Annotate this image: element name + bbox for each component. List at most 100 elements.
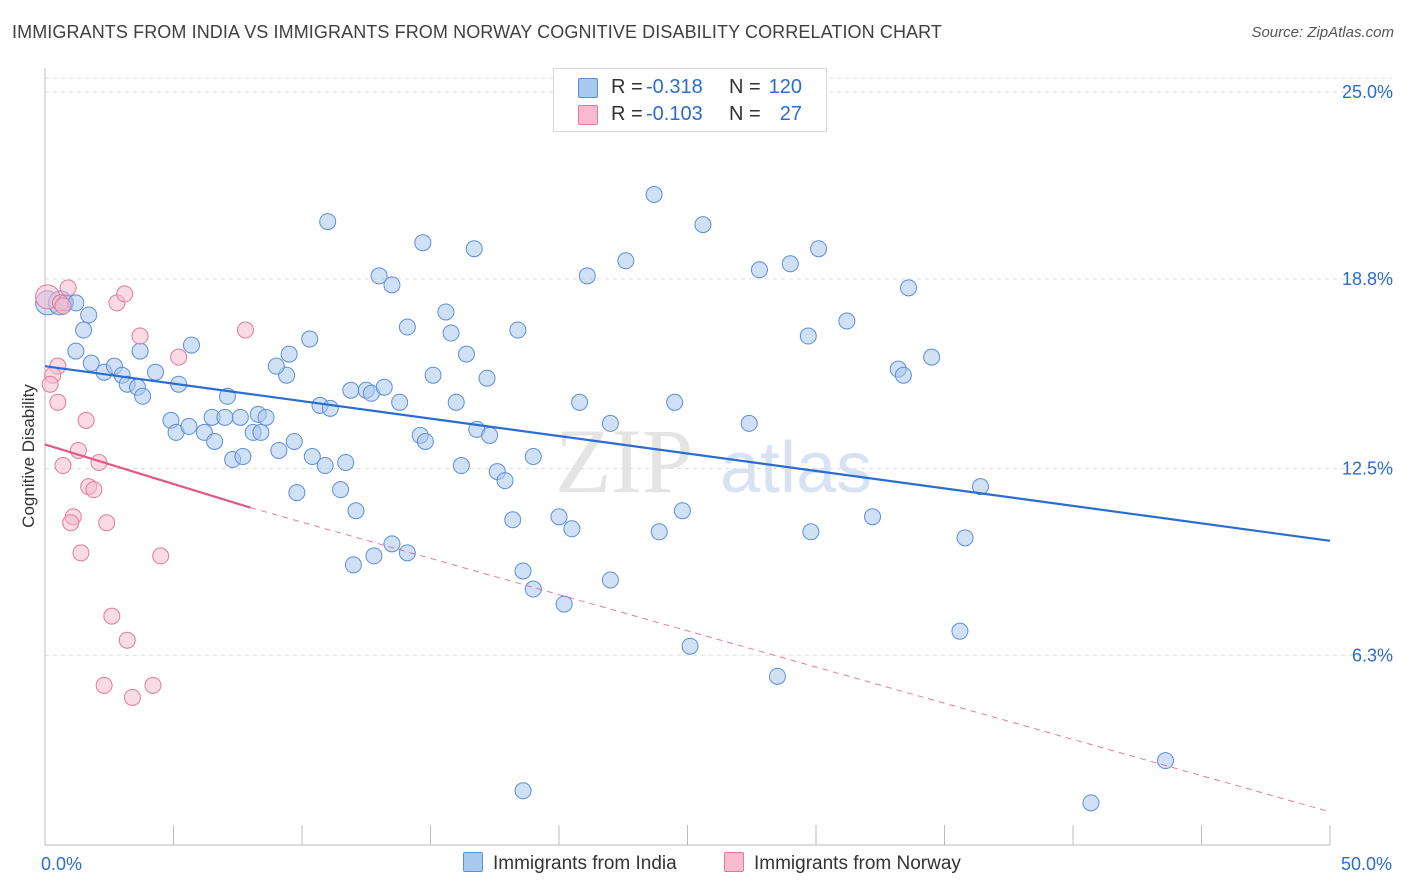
india-point <box>344 556 362 574</box>
india-point <box>301 330 319 348</box>
india-point <box>555 595 573 613</box>
india-point <box>75 321 93 339</box>
y-tick-label: 12.5% <box>1342 459 1393 479</box>
india-point <box>810 240 828 258</box>
india-point <box>799 327 817 345</box>
india-point <box>398 318 416 336</box>
axes <box>44 68 1331 846</box>
india-swatch <box>578 78 598 98</box>
india-point <box>894 366 912 384</box>
series-norway-points <box>35 279 254 706</box>
stats-row-norway: R = -0.103 N = 27 <box>554 101 826 127</box>
india-point <box>478 369 496 387</box>
india-point <box>337 454 355 472</box>
india-point <box>80 306 98 324</box>
india-point <box>1157 752 1175 770</box>
india-point <box>956 529 974 547</box>
india-point <box>673 502 691 520</box>
india-point <box>645 186 663 204</box>
n-label: N = <box>729 103 761 125</box>
india-point <box>288 484 306 502</box>
y-tick-label: 18.8% <box>1342 269 1393 289</box>
india-point <box>447 393 465 411</box>
norway-point <box>62 514 80 532</box>
norway-point <box>95 676 113 694</box>
india-point <box>550 508 568 526</box>
india-point <box>383 535 401 553</box>
y-axis-label: Cognitive Disability <box>19 384 38 528</box>
norway-point <box>54 297 72 315</box>
india-point <box>347 502 365 520</box>
watermark-zip: ZIP <box>555 410 693 512</box>
norway-point <box>98 514 116 532</box>
y-tick-label: 6.3% <box>1352 645 1393 665</box>
legend-label-norway: Immigrants from Norway <box>754 853 961 874</box>
norway-point <box>116 285 134 303</box>
india-point <box>131 342 149 360</box>
india-point <box>134 387 152 405</box>
n-label: N = <box>729 76 761 98</box>
stats-legend: R = -0.318 N = 120 R = -0.103 N = 27 <box>553 68 827 132</box>
india-point <box>216 408 234 426</box>
india-point <box>838 312 856 330</box>
norway-point <box>49 393 67 411</box>
tick-labels: 25.0% 18.8% 12.5% 6.3% 0.0% 50.0% <box>41 82 1393 874</box>
india-point <box>206 432 224 450</box>
india-point <box>923 348 941 366</box>
india-point <box>571 393 589 411</box>
norway-point <box>103 607 121 625</box>
norway-point <box>41 375 59 393</box>
n-value: 27 <box>779 103 802 125</box>
series-legend: Immigrants from India Immigrants from No… <box>0 852 1406 878</box>
legend-item-india[interactable]: Immigrants from India <box>463 852 677 875</box>
india-point <box>504 511 522 529</box>
india-point <box>257 408 275 426</box>
n-value: 120 <box>768 76 802 98</box>
india-point <box>82 354 100 372</box>
india-point <box>681 637 699 655</box>
india-point <box>270 441 288 459</box>
india-point <box>524 448 542 466</box>
india-point <box>650 523 668 541</box>
india-point <box>437 303 455 321</box>
india-point <box>578 267 596 285</box>
norway-point <box>236 321 254 339</box>
series-india-points <box>35 186 1175 812</box>
india-point <box>563 520 581 538</box>
india-point <box>1082 794 1100 812</box>
india-point <box>182 336 200 354</box>
norway-point <box>131 327 149 345</box>
india-point <box>303 448 321 466</box>
india-point <box>383 276 401 294</box>
india-point <box>332 481 350 499</box>
india-point <box>267 357 285 375</box>
norway-point <box>144 676 162 694</box>
india-point <box>147 363 165 381</box>
india-point <box>321 399 339 417</box>
india-point <box>231 408 249 426</box>
india-point <box>617 252 635 270</box>
y-tick-label: 25.0% <box>1342 82 1393 102</box>
norway-legend-swatch <box>724 852 744 872</box>
norway-point <box>77 411 95 429</box>
india-point <box>416 432 434 450</box>
india-point <box>452 457 470 475</box>
india-point <box>694 216 712 234</box>
india-point <box>465 240 483 258</box>
stats-row-india: R = -0.318 N = 120 <box>554 74 826 100</box>
india-point <box>802 523 820 541</box>
x-tick-label: 0.0% <box>41 854 82 874</box>
india-trend-line <box>44 365 1331 542</box>
india-point <box>375 378 393 396</box>
r-value: -0.318 <box>646 76 703 98</box>
source-label: Source: ZipAtlas.com <box>1251 24 1394 41</box>
india-legend-swatch <box>463 852 483 872</box>
india-point <box>666 393 684 411</box>
india-point <box>316 457 334 475</box>
legend-item-norway[interactable]: Immigrants from Norway <box>724 852 961 875</box>
grid-lines <box>45 77 1392 656</box>
india-point <box>252 423 270 441</box>
india-point <box>398 544 416 562</box>
r-value: -0.103 <box>646 103 703 125</box>
